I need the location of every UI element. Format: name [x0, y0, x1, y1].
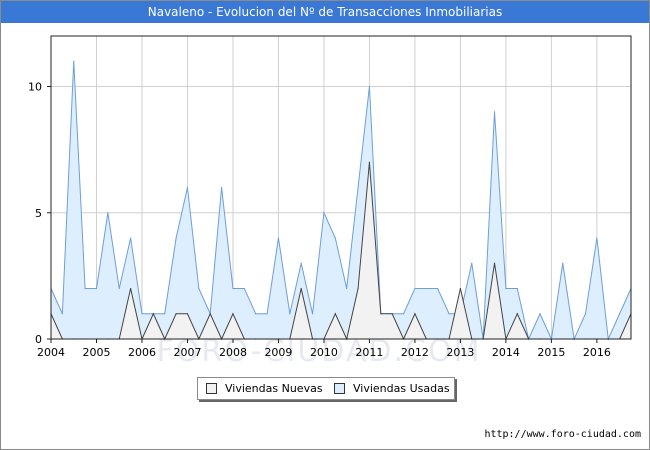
point-usadas-2014Q4 [539, 313, 541, 315]
point-usadas-2005Q4 [130, 237, 132, 239]
x-tick-label-2014: 2014 [492, 346, 520, 359]
point-usadas-2010Q1 [323, 212, 325, 214]
point-usadas-2004Q3 [73, 60, 75, 62]
point-nuevas-2010Q4 [357, 287, 359, 290]
point-usadas-2006Q3 [164, 313, 166, 315]
point-usadas-2009Q2 [289, 313, 291, 315]
x-tick-label-2008: 2008 [219, 346, 247, 359]
x-tick-label-2005: 2005 [82, 346, 110, 359]
point-nuevas-2011Q3 [391, 313, 393, 315]
point-usadas-2011Q4 [402, 313, 405, 315]
axes: 0 5 10 2004 2005 2006 2007 2008 2009 2010 2011 2012… [28, 35, 632, 359]
watermark: FORO-CIUDAD.COM [157, 334, 482, 369]
point-usadas-2007Q2 [198, 287, 200, 290]
point-usadas-2012Q1 [414, 287, 416, 290]
point-nuevas-2006Q2 [152, 313, 154, 315]
watermark-text: FORO-CIUDAD.COM [157, 334, 482, 369]
point-usadas-2015Q2 [562, 262, 564, 264]
point-usadas-2013Q4 [493, 111, 496, 113]
point-usadas-2015Q4 [584, 313, 587, 315]
y-tick-label-0: 0 [35, 333, 42, 346]
point-nuevas-2007Q1 [186, 313, 189, 315]
x-tick-label-2009: 2009 [264, 346, 292, 359]
plot-border [50, 35, 632, 340]
point-usadas-2008Q1 [232, 287, 234, 290]
point-nuevas-2014Q2 [516, 313, 518, 315]
point-nuevas-2008Q1 [232, 313, 234, 315]
point-usadas-2004Q4 [84, 287, 86, 290]
point-usadas-2011Q1 [368, 85, 371, 88]
point-usadas-2016Q1 [596, 237, 598, 239]
y-tick-label-10: 10 [28, 81, 42, 94]
x-tick-label-2015: 2015 [537, 346, 565, 359]
point-usadas-2012Q2 [425, 287, 427, 290]
point-nuevas-2013Q4 [493, 262, 496, 264]
x-tick-label-2004: 2004 [37, 346, 65, 359]
point-nuevas-2009Q3 [300, 287, 302, 290]
point-usadas-2008Q3 [255, 313, 257, 315]
point-usadas-2012Q3 [437, 287, 439, 290]
area-usadas [51, 61, 631, 339]
point-nuevas-2005Q4 [130, 287, 132, 290]
x-tick-label-2011: 2011 [355, 346, 383, 359]
legend: Viviendas Nuevas Viviendas Usadas [197, 377, 455, 400]
source-url: http://www.foro-ciudad.com [484, 429, 641, 440]
point-nuevas-2011Q1 [368, 161, 371, 163]
legend-swatch-usadas [334, 382, 345, 394]
x-tick-label-2010: 2010 [310, 346, 338, 359]
legend-item-usadas: Viviendas Usadas [334, 382, 450, 395]
grid [51, 36, 631, 339]
point-nuevas-2010Q2 [334, 313, 336, 315]
point-usadas-2004Q2 [61, 313, 63, 315]
point-usadas-2005Q1 [95, 287, 98, 290]
point-usadas-2010Q4 [357, 186, 359, 189]
point-usadas-2010Q3 [346, 287, 348, 290]
x-tick-label-2016: 2016 [583, 346, 611, 359]
point-nuevas-2006Q4 [175, 313, 177, 315]
point-usadas-2005Q2 [107, 212, 109, 214]
point-usadas-2014Q2 [516, 287, 518, 290]
point-usadas-2012Q4 [448, 313, 450, 315]
x-tick-label-2013: 2013 [446, 346, 474, 359]
point-usadas-2009Q1 [277, 237, 280, 239]
line-usadas [50, 61, 632, 341]
point-usadas-2009Q3 [300, 262, 302, 264]
x-tick-label-2006: 2006 [128, 346, 156, 359]
point-usadas-2016Q3 [619, 313, 621, 315]
point-usadas-2006Q1 [141, 313, 143, 315]
point-nuevas-2012Q1 [414, 313, 416, 315]
chart-title: Navaleno - Evolucion del Nº de Transacci… [1, 1, 649, 23]
point-usadas-2008Q4 [266, 313, 268, 315]
point-usadas-2013Q2 [471, 262, 473, 264]
legend-label-nuevas: Viviendas Nuevas [225, 382, 323, 395]
point-usadas-2010Q2 [334, 237, 336, 239]
point-usadas-2007Q4 [220, 186, 223, 189]
x-tick-label-2012: 2012 [401, 346, 429, 359]
legend-item-nuevas: Viviendas Nuevas [206, 382, 323, 395]
point-usadas-2009Q4 [311, 313, 314, 315]
point-usadas-2007Q1 [186, 186, 189, 189]
point-nuevas-2007Q3 [209, 313, 211, 315]
point-nuevas-2011Q2 [380, 313, 382, 315]
point-usadas-2005Q3 [118, 287, 120, 290]
point-usadas-2006Q4 [175, 237, 177, 239]
point-nuevas-2013Q1 [459, 287, 462, 290]
point-usadas-2014Q1 [505, 287, 507, 290]
x-tick-label-2007: 2007 [173, 346, 201, 359]
point-usadas-2008Q2 [243, 287, 245, 290]
legend-label-usadas: Viviendas Usadas [353, 382, 450, 395]
y-tick-label-5: 5 [35, 207, 42, 220]
legend-swatch-nuevas [206, 382, 217, 394]
